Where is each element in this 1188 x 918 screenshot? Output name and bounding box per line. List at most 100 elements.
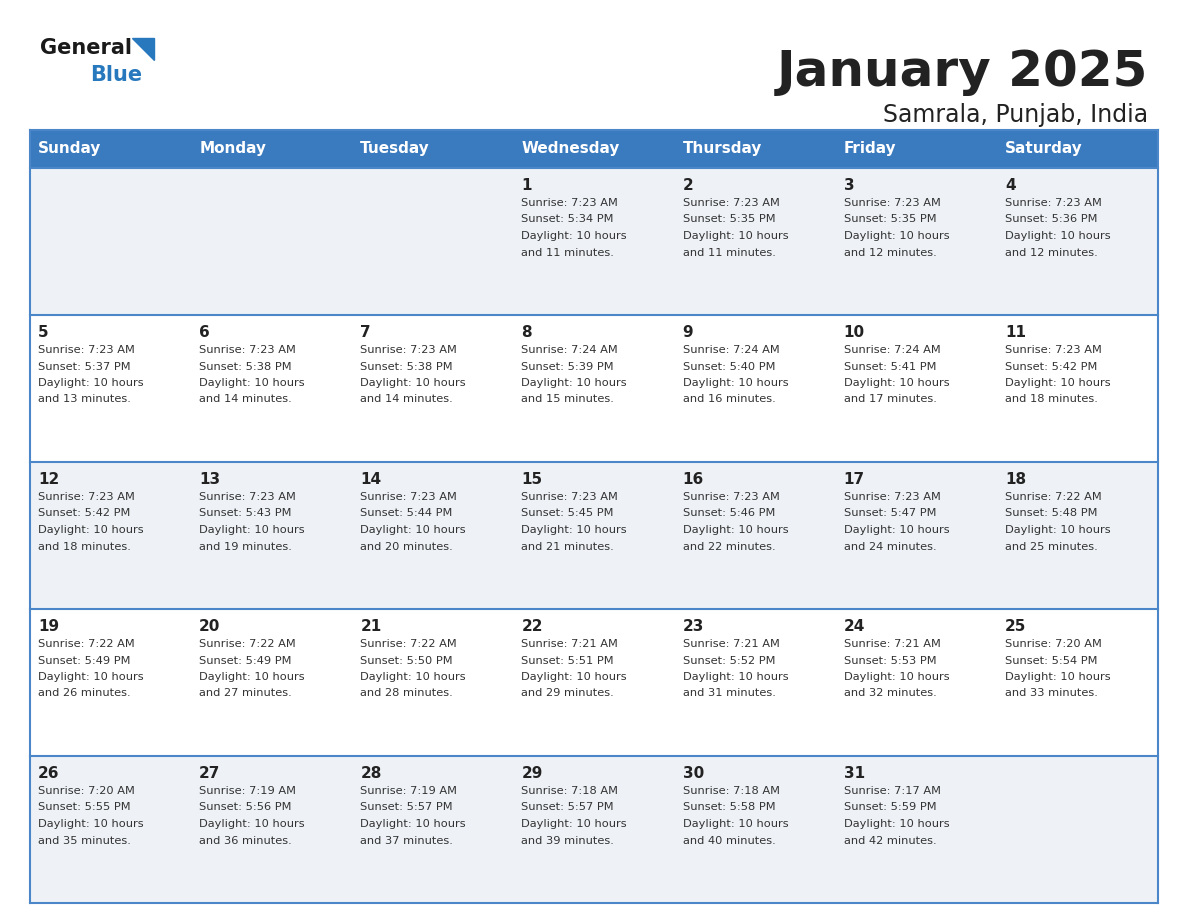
Text: Sunrise: 7:22 AM: Sunrise: 7:22 AM (1005, 492, 1101, 502)
Text: Sunset: 5:52 PM: Sunset: 5:52 PM (683, 655, 775, 666)
Text: 5: 5 (38, 325, 49, 340)
Text: Sunset: 5:50 PM: Sunset: 5:50 PM (360, 655, 453, 666)
Text: Sunset: 5:59 PM: Sunset: 5:59 PM (843, 802, 936, 812)
Text: and 15 minutes.: and 15 minutes. (522, 395, 614, 405)
Text: Sunset: 5:39 PM: Sunset: 5:39 PM (522, 362, 614, 372)
Text: and 17 minutes.: and 17 minutes. (843, 395, 936, 405)
Text: Sunset: 5:51 PM: Sunset: 5:51 PM (522, 655, 614, 666)
Text: and 42 minutes.: and 42 minutes. (843, 835, 936, 845)
Bar (353, 130, 513, 168)
Text: 25: 25 (1005, 619, 1026, 634)
Text: Daylight: 10 hours: Daylight: 10 hours (522, 672, 627, 682)
Text: 16: 16 (683, 472, 703, 487)
Text: General: General (40, 38, 132, 58)
Text: and 19 minutes.: and 19 minutes. (200, 542, 292, 552)
Text: Sunset: 5:55 PM: Sunset: 5:55 PM (38, 802, 131, 812)
Bar (30, 130, 191, 168)
Text: and 37 minutes.: and 37 minutes. (360, 835, 453, 845)
Text: Sunrise: 7:17 AM: Sunrise: 7:17 AM (843, 786, 941, 796)
Text: and 13 minutes.: and 13 minutes. (38, 395, 131, 405)
Text: Daylight: 10 hours: Daylight: 10 hours (200, 819, 305, 829)
Text: Sunset: 5:57 PM: Sunset: 5:57 PM (360, 802, 453, 812)
Text: Daylight: 10 hours: Daylight: 10 hours (1005, 672, 1111, 682)
Text: and 40 minutes.: and 40 minutes. (683, 835, 776, 845)
Text: Sunrise: 7:22 AM: Sunrise: 7:22 AM (360, 639, 457, 649)
Text: Daylight: 10 hours: Daylight: 10 hours (522, 819, 627, 829)
Text: Daylight: 10 hours: Daylight: 10 hours (522, 378, 627, 388)
Bar (191, 130, 353, 168)
Text: Sunset: 5:48 PM: Sunset: 5:48 PM (1005, 509, 1098, 519)
Text: Sunset: 5:46 PM: Sunset: 5:46 PM (683, 509, 775, 519)
Text: Blue: Blue (90, 65, 143, 85)
Text: Sunrise: 7:18 AM: Sunrise: 7:18 AM (522, 786, 619, 796)
Text: Sunrise: 7:23 AM: Sunrise: 7:23 AM (38, 345, 135, 355)
Text: Daylight: 10 hours: Daylight: 10 hours (683, 525, 788, 535)
Text: Sunrise: 7:23 AM: Sunrise: 7:23 AM (200, 345, 296, 355)
Text: Sunset: 5:57 PM: Sunset: 5:57 PM (522, 802, 614, 812)
Text: Sunrise: 7:20 AM: Sunrise: 7:20 AM (38, 786, 135, 796)
Text: 23: 23 (683, 619, 704, 634)
Text: 3: 3 (843, 178, 854, 193)
Bar (675, 130, 835, 168)
Text: 4: 4 (1005, 178, 1016, 193)
Text: 2: 2 (683, 178, 694, 193)
Text: Sunset: 5:43 PM: Sunset: 5:43 PM (200, 509, 291, 519)
Text: Thursday: Thursday (683, 141, 762, 156)
Text: Sunset: 5:42 PM: Sunset: 5:42 PM (1005, 362, 1098, 372)
Text: Sunset: 5:37 PM: Sunset: 5:37 PM (38, 362, 131, 372)
Text: Sunset: 5:53 PM: Sunset: 5:53 PM (843, 655, 936, 666)
Text: Daylight: 10 hours: Daylight: 10 hours (1005, 231, 1111, 241)
Text: Sunrise: 7:18 AM: Sunrise: 7:18 AM (683, 786, 779, 796)
Text: 20: 20 (200, 619, 221, 634)
Text: Sunrise: 7:23 AM: Sunrise: 7:23 AM (683, 492, 779, 502)
Text: Sunrise: 7:23 AM: Sunrise: 7:23 AM (360, 492, 457, 502)
Text: Sunset: 5:54 PM: Sunset: 5:54 PM (1005, 655, 1098, 666)
Text: and 27 minutes.: and 27 minutes. (200, 688, 292, 699)
Text: Sunset: 5:44 PM: Sunset: 5:44 PM (360, 509, 453, 519)
Text: Daylight: 10 hours: Daylight: 10 hours (843, 378, 949, 388)
Text: 29: 29 (522, 766, 543, 781)
Text: and 18 minutes.: and 18 minutes. (38, 542, 131, 552)
Text: and 20 minutes.: and 20 minutes. (360, 542, 453, 552)
Text: Sunrise: 7:23 AM: Sunrise: 7:23 AM (843, 492, 941, 502)
Text: Sunset: 5:40 PM: Sunset: 5:40 PM (683, 362, 775, 372)
Text: Saturday: Saturday (1005, 141, 1082, 156)
Text: 24: 24 (843, 619, 865, 634)
Text: and 28 minutes.: and 28 minutes. (360, 688, 453, 699)
Bar (30, 756, 1158, 903)
Text: Daylight: 10 hours: Daylight: 10 hours (38, 525, 144, 535)
Text: 14: 14 (360, 472, 381, 487)
Text: Sunrise: 7:24 AM: Sunrise: 7:24 AM (843, 345, 941, 355)
Text: Sunrise: 7:22 AM: Sunrise: 7:22 AM (38, 639, 134, 649)
Bar (30, 315, 1158, 462)
Text: Sunrise: 7:23 AM: Sunrise: 7:23 AM (200, 492, 296, 502)
Text: and 18 minutes.: and 18 minutes. (1005, 395, 1098, 405)
Text: Daylight: 10 hours: Daylight: 10 hours (360, 672, 466, 682)
Text: Sunset: 5:38 PM: Sunset: 5:38 PM (360, 362, 453, 372)
Text: Sunset: 5:35 PM: Sunset: 5:35 PM (683, 215, 776, 225)
Text: Sunrise: 7:20 AM: Sunrise: 7:20 AM (1005, 639, 1101, 649)
Text: Sunset: 5:36 PM: Sunset: 5:36 PM (1005, 215, 1098, 225)
Text: and 31 minutes.: and 31 minutes. (683, 688, 776, 699)
Text: and 14 minutes.: and 14 minutes. (200, 395, 292, 405)
Text: Sunset: 5:56 PM: Sunset: 5:56 PM (200, 802, 291, 812)
Text: Daylight: 10 hours: Daylight: 10 hours (843, 819, 949, 829)
Text: Daylight: 10 hours: Daylight: 10 hours (38, 819, 144, 829)
Text: Daylight: 10 hours: Daylight: 10 hours (360, 819, 466, 829)
Text: and 36 minutes.: and 36 minutes. (200, 835, 292, 845)
Text: Sunset: 5:34 PM: Sunset: 5:34 PM (522, 215, 614, 225)
Text: and 32 minutes.: and 32 minutes. (843, 688, 936, 699)
Text: Daylight: 10 hours: Daylight: 10 hours (683, 672, 788, 682)
Bar (30, 168, 1158, 315)
Text: Sunrise: 7:23 AM: Sunrise: 7:23 AM (522, 492, 618, 502)
Text: Sunset: 5:42 PM: Sunset: 5:42 PM (38, 509, 131, 519)
Text: Sunrise: 7:23 AM: Sunrise: 7:23 AM (1005, 345, 1101, 355)
Text: Daylight: 10 hours: Daylight: 10 hours (683, 819, 788, 829)
Text: Daylight: 10 hours: Daylight: 10 hours (200, 378, 305, 388)
Text: Daylight: 10 hours: Daylight: 10 hours (360, 378, 466, 388)
Text: Sunrise: 7:21 AM: Sunrise: 7:21 AM (522, 639, 618, 649)
Text: 31: 31 (843, 766, 865, 781)
Polygon shape (132, 38, 154, 60)
Bar (997, 130, 1158, 168)
Text: Sunrise: 7:23 AM: Sunrise: 7:23 AM (843, 198, 941, 208)
